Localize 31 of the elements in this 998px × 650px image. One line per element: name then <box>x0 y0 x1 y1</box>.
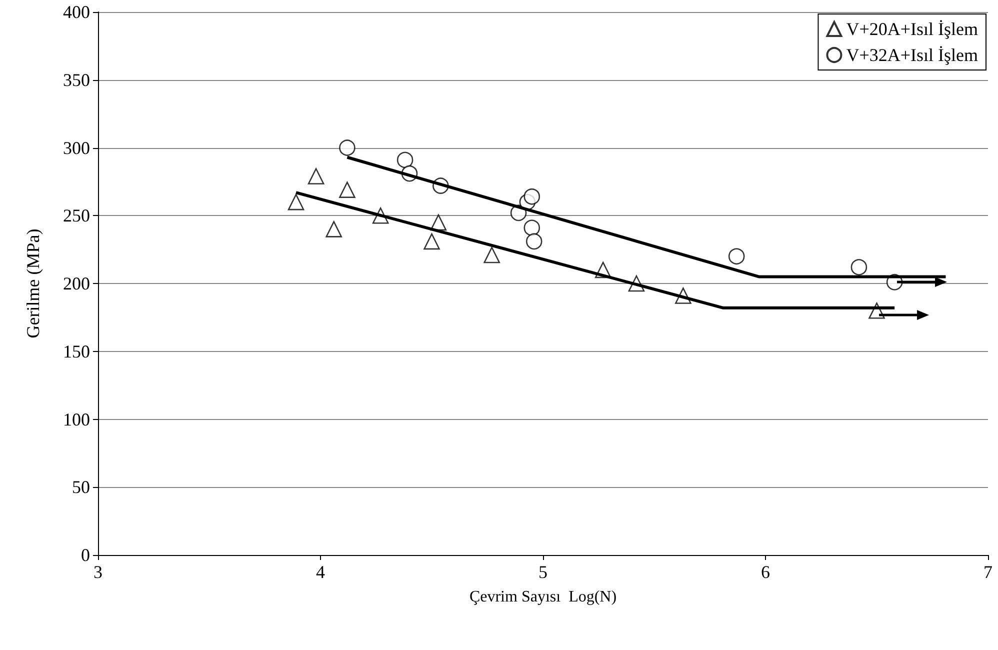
x-tick-label: 5 <box>538 562 548 582</box>
point <box>326 221 342 238</box>
y-tick-label: 250 <box>63 206 90 226</box>
point <box>484 246 500 264</box>
y-tick-label: 200 <box>63 274 90 294</box>
x-tick-label: 4 <box>316 562 325 582</box>
point <box>850 259 868 276</box>
point <box>339 140 356 156</box>
y-tick-label: 150 <box>63 341 90 362</box>
point <box>339 182 356 198</box>
legend-label: V+32A+Isıl İşlem <box>846 45 978 65</box>
point <box>526 233 542 250</box>
x-axis-title: Çevrim Sayısı Log(N) <box>469 588 617 606</box>
point <box>424 233 440 250</box>
legend-label: V+20A+Isıl İşlem <box>846 19 978 39</box>
x-tick-label: 3 <box>94 562 102 582</box>
y-axis-title: Gerilme (MPa) <box>23 228 43 338</box>
point <box>308 168 324 184</box>
point <box>396 152 414 168</box>
point <box>288 194 304 210</box>
y-tick-label: 100 <box>63 409 90 430</box>
y-tick-label: 300 <box>63 138 90 158</box>
point <box>524 220 540 236</box>
y-tick-label: 350 <box>63 70 90 90</box>
y-tick-label: 0 <box>81 545 90 565</box>
x-tick-label: 6 <box>761 562 770 582</box>
y-tick-label: 400 <box>63 2 90 22</box>
x-tick-label: 7 <box>984 562 992 582</box>
point <box>524 188 540 205</box>
point <box>728 248 745 264</box>
y-tick-label: 50 <box>72 477 90 498</box>
